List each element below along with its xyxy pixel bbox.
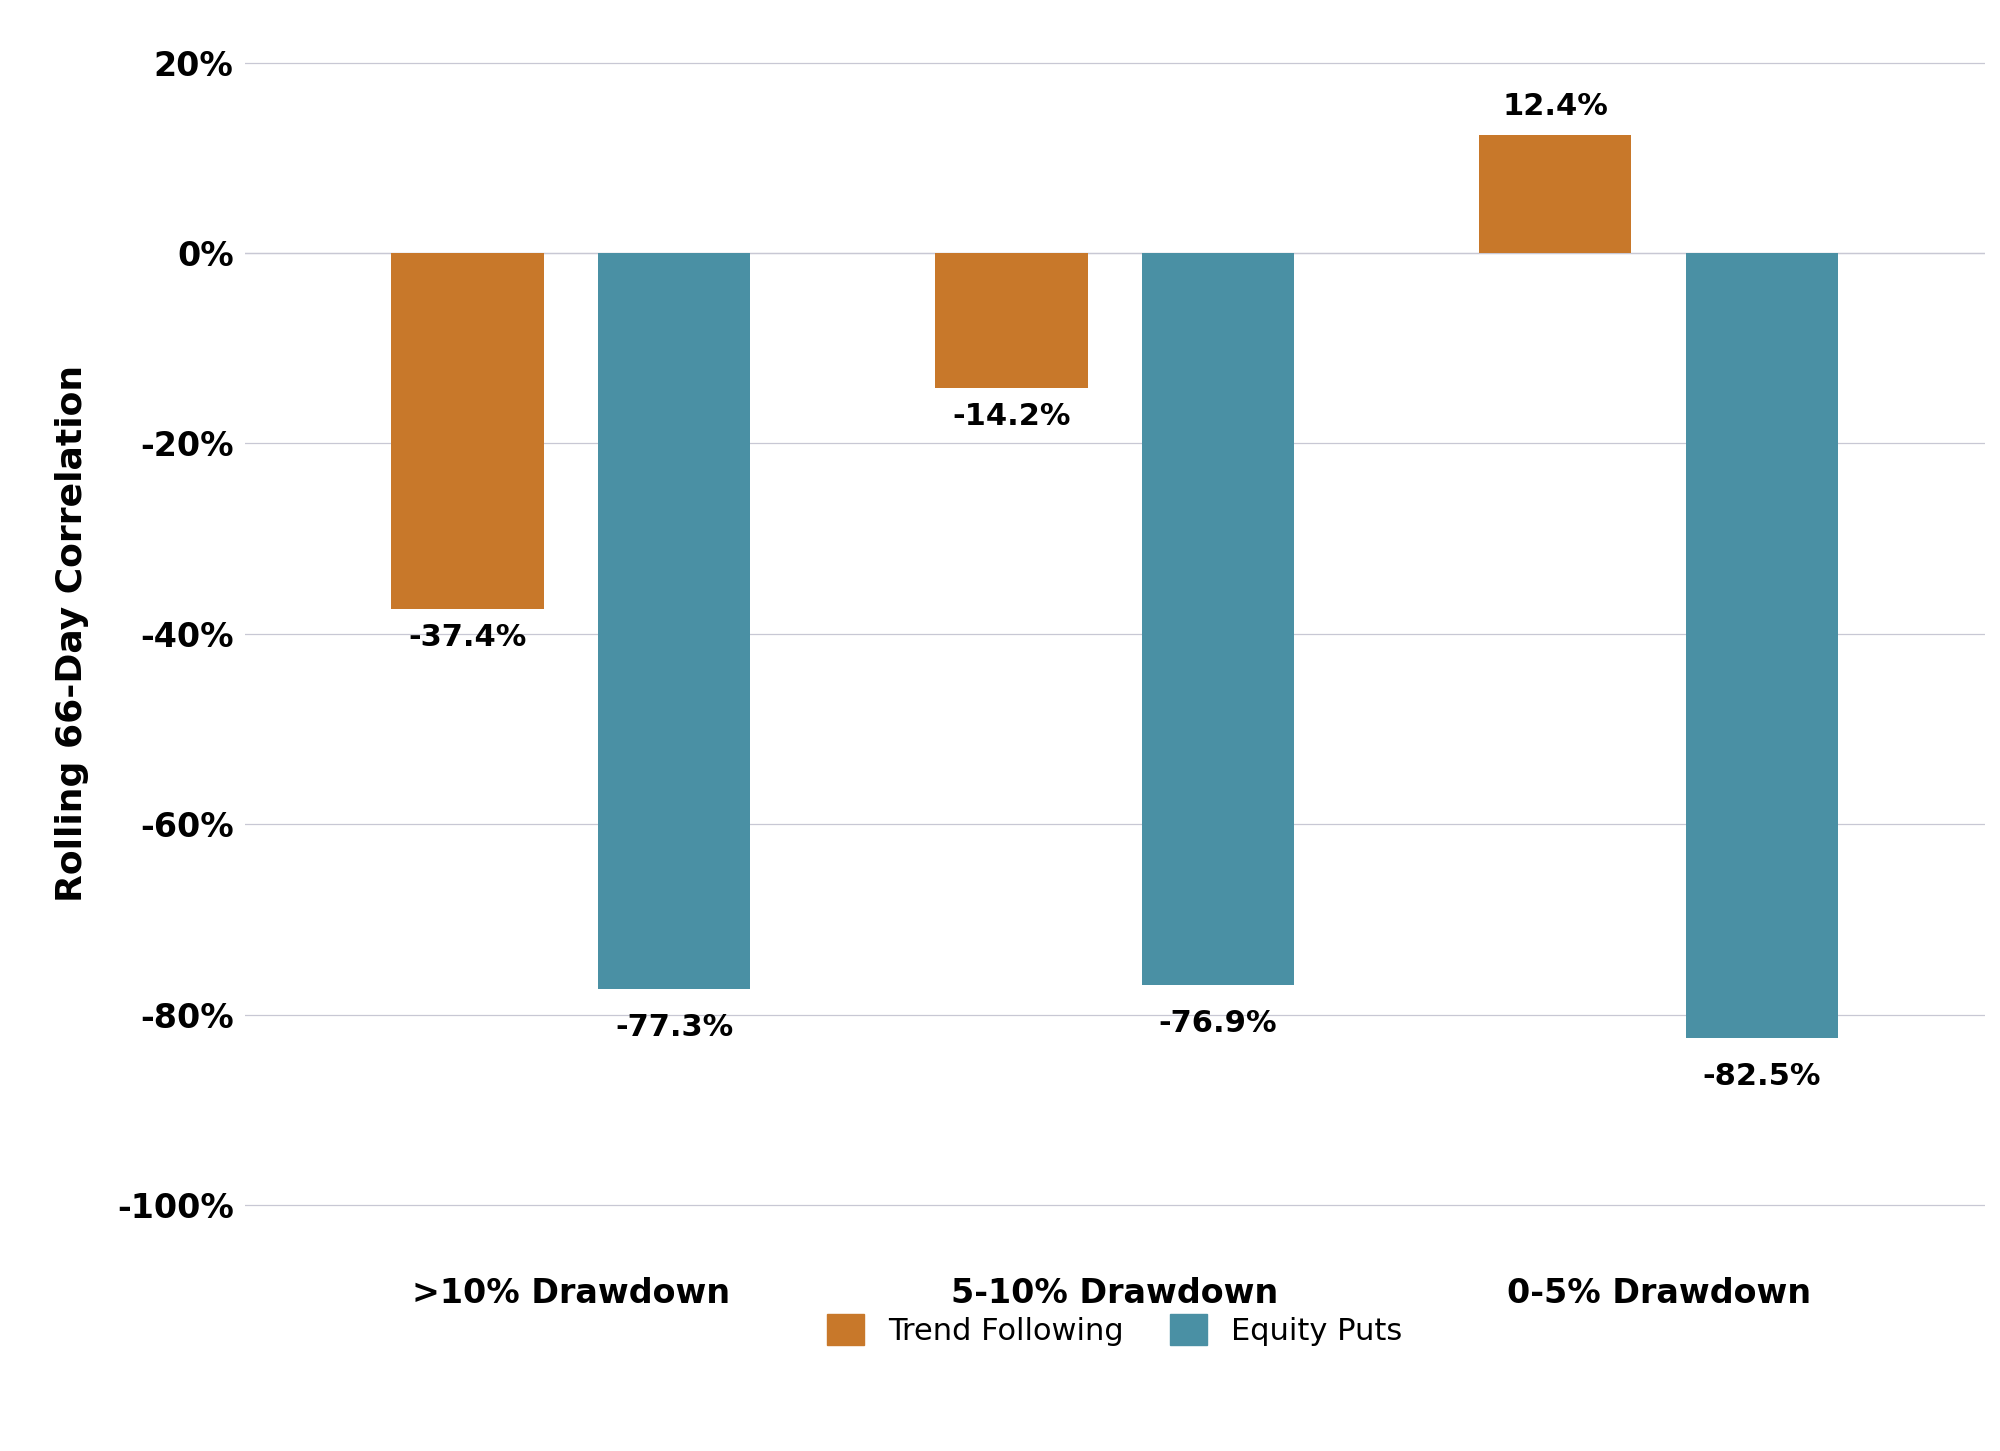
Text: -14.2%: -14.2%: [952, 402, 1070, 431]
Bar: [936, 252, 1088, 389]
Text: -77.3%: -77.3%: [616, 1013, 734, 1042]
Bar: [1142, 252, 1294, 985]
Text: 12.4%: 12.4%: [1502, 91, 1608, 120]
Text: -76.9%: -76.9%: [1158, 1008, 1278, 1037]
Bar: [1686, 252, 1838, 1039]
Y-axis label: Rolling 66-Day Correlation: Rolling 66-Day Correlation: [56, 366, 90, 903]
Bar: [598, 252, 750, 988]
Text: -82.5%: -82.5%: [1702, 1062, 1822, 1091]
Text: -37.4%: -37.4%: [408, 624, 526, 653]
Legend: Trend Following, Equity Puts: Trend Following, Equity Puts: [812, 1299, 1418, 1361]
Bar: [1480, 135, 1632, 252]
Bar: [392, 252, 544, 609]
